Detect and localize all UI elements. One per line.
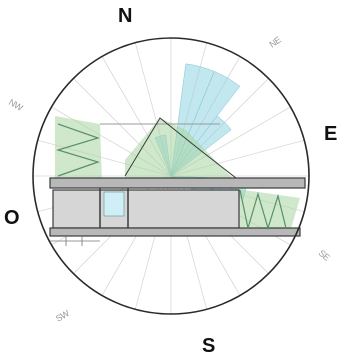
west-label: O: [4, 207, 20, 229]
truss-left: [55, 123, 100, 177]
east-label: E: [324, 123, 337, 145]
building-upper-band: [49, 177, 306, 189]
vegetation-left: [55, 116, 102, 184]
southwest-label: SW: [54, 308, 72, 324]
vegetation-center: [125, 118, 240, 186]
northwest-label: NW: [7, 97, 25, 113]
northeast-label: NE: [267, 35, 283, 50]
building-section: [49, 177, 306, 246]
vegetation-right: [230, 188, 300, 232]
roof-profile: [124, 117, 237, 179]
truss-right: [239, 189, 287, 231]
building-body: [52, 189, 240, 229]
vegetation-overlay: [55, 116, 300, 232]
compass-ring: [32, 37, 310, 315]
southeast-label: SE: [317, 248, 332, 263]
south-label: S: [202, 335, 215, 353]
north-label: N: [118, 5, 132, 27]
building-window: [103, 191, 125, 217]
building-lower-band: [49, 227, 301, 237]
structure-lines: [55, 117, 287, 231]
